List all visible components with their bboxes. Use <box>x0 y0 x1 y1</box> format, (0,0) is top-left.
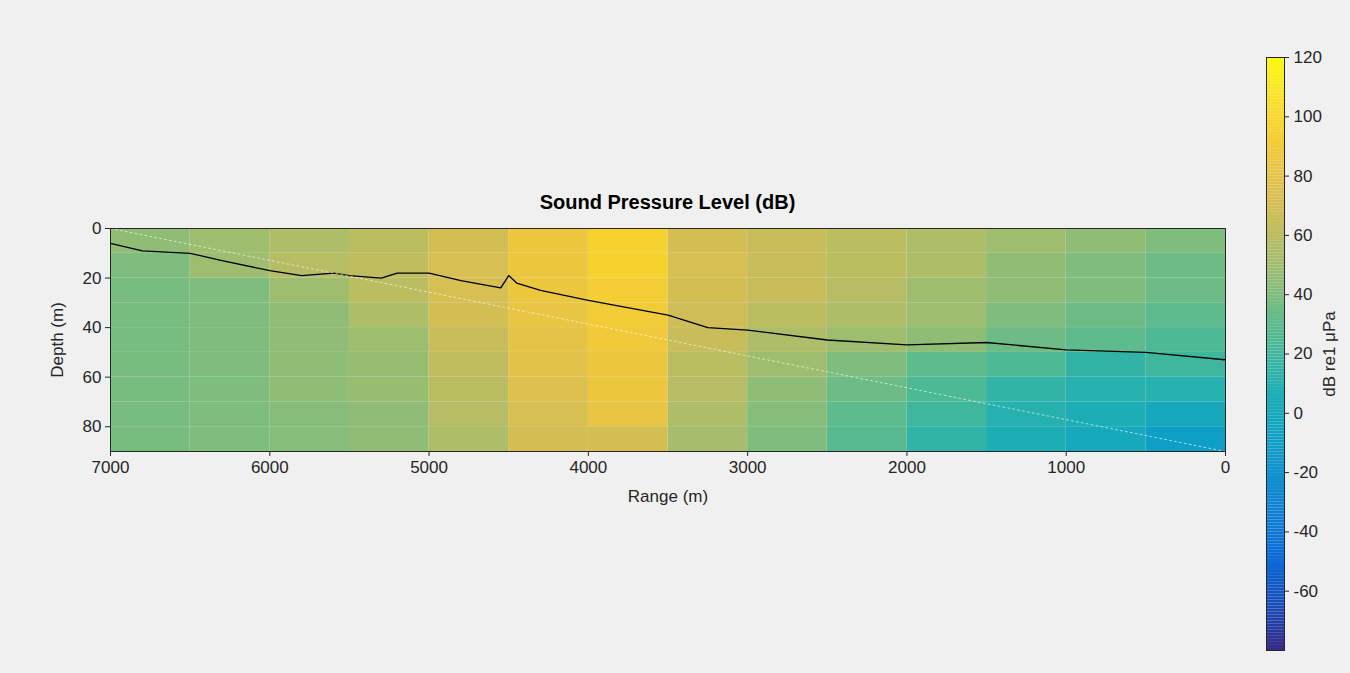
svg-text:3000: 3000 <box>729 458 767 477</box>
html-text:Sound Pressure Level (dB): Sound Pressure Level (dB) <box>539 191 796 213</box>
svg-text:dB re1 μPa: dB re1 μPa <box>1320 311 1339 397</box>
svg-text:80: 80 <box>1294 167 1313 186</box>
svg-text:40: 40 <box>83 318 102 337</box>
svg-text:6000: 6000 <box>251 458 289 477</box>
svg-text:7000: 7000 <box>92 458 130 477</box>
svg-text:20: 20 <box>1294 344 1313 363</box>
svg-text:80: 80 <box>83 417 102 436</box>
svg-text:20: 20 <box>83 268 102 287</box>
svg-text:4000: 4000 <box>569 458 607 477</box>
svg-text:2000: 2000 <box>888 458 926 477</box>
svg-text:120: 120 <box>1294 48 1322 67</box>
svg-text:1000: 1000 <box>1047 458 1085 477</box>
svg-text:Depth (m): Depth (m) <box>48 302 67 378</box>
svg-text:60: 60 <box>83 368 102 387</box>
svg-text:0: 0 <box>1294 404 1303 423</box>
svg-text:-60: -60 <box>1294 582 1319 601</box>
svg-text:0: 0 <box>92 219 101 238</box>
svg-text:0: 0 <box>1221 458 1230 477</box>
svg-text:40: 40 <box>1294 285 1313 304</box>
svg-text:60: 60 <box>1294 226 1313 245</box>
svg-text:Range (m): Range (m) <box>628 487 708 506</box>
svg-text:-40: -40 <box>1294 522 1319 541</box>
svg-text:5000: 5000 <box>410 458 448 477</box>
svg-text:-20: -20 <box>1294 463 1319 482</box>
svg-text:100: 100 <box>1294 107 1322 126</box>
